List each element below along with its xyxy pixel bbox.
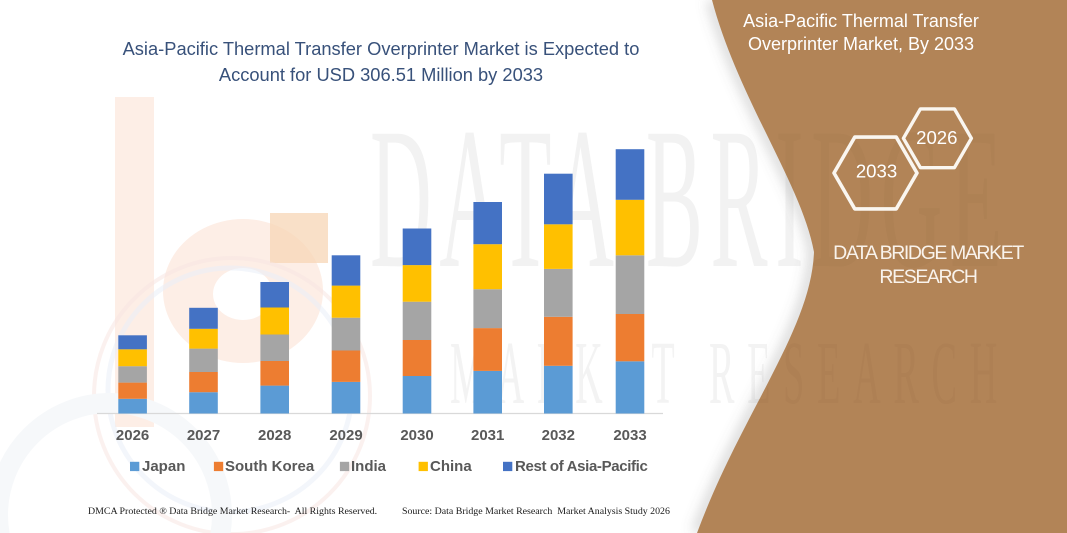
svg-text:2026: 2026: [916, 127, 957, 148]
svg-text:2033: 2033: [856, 160, 897, 181]
